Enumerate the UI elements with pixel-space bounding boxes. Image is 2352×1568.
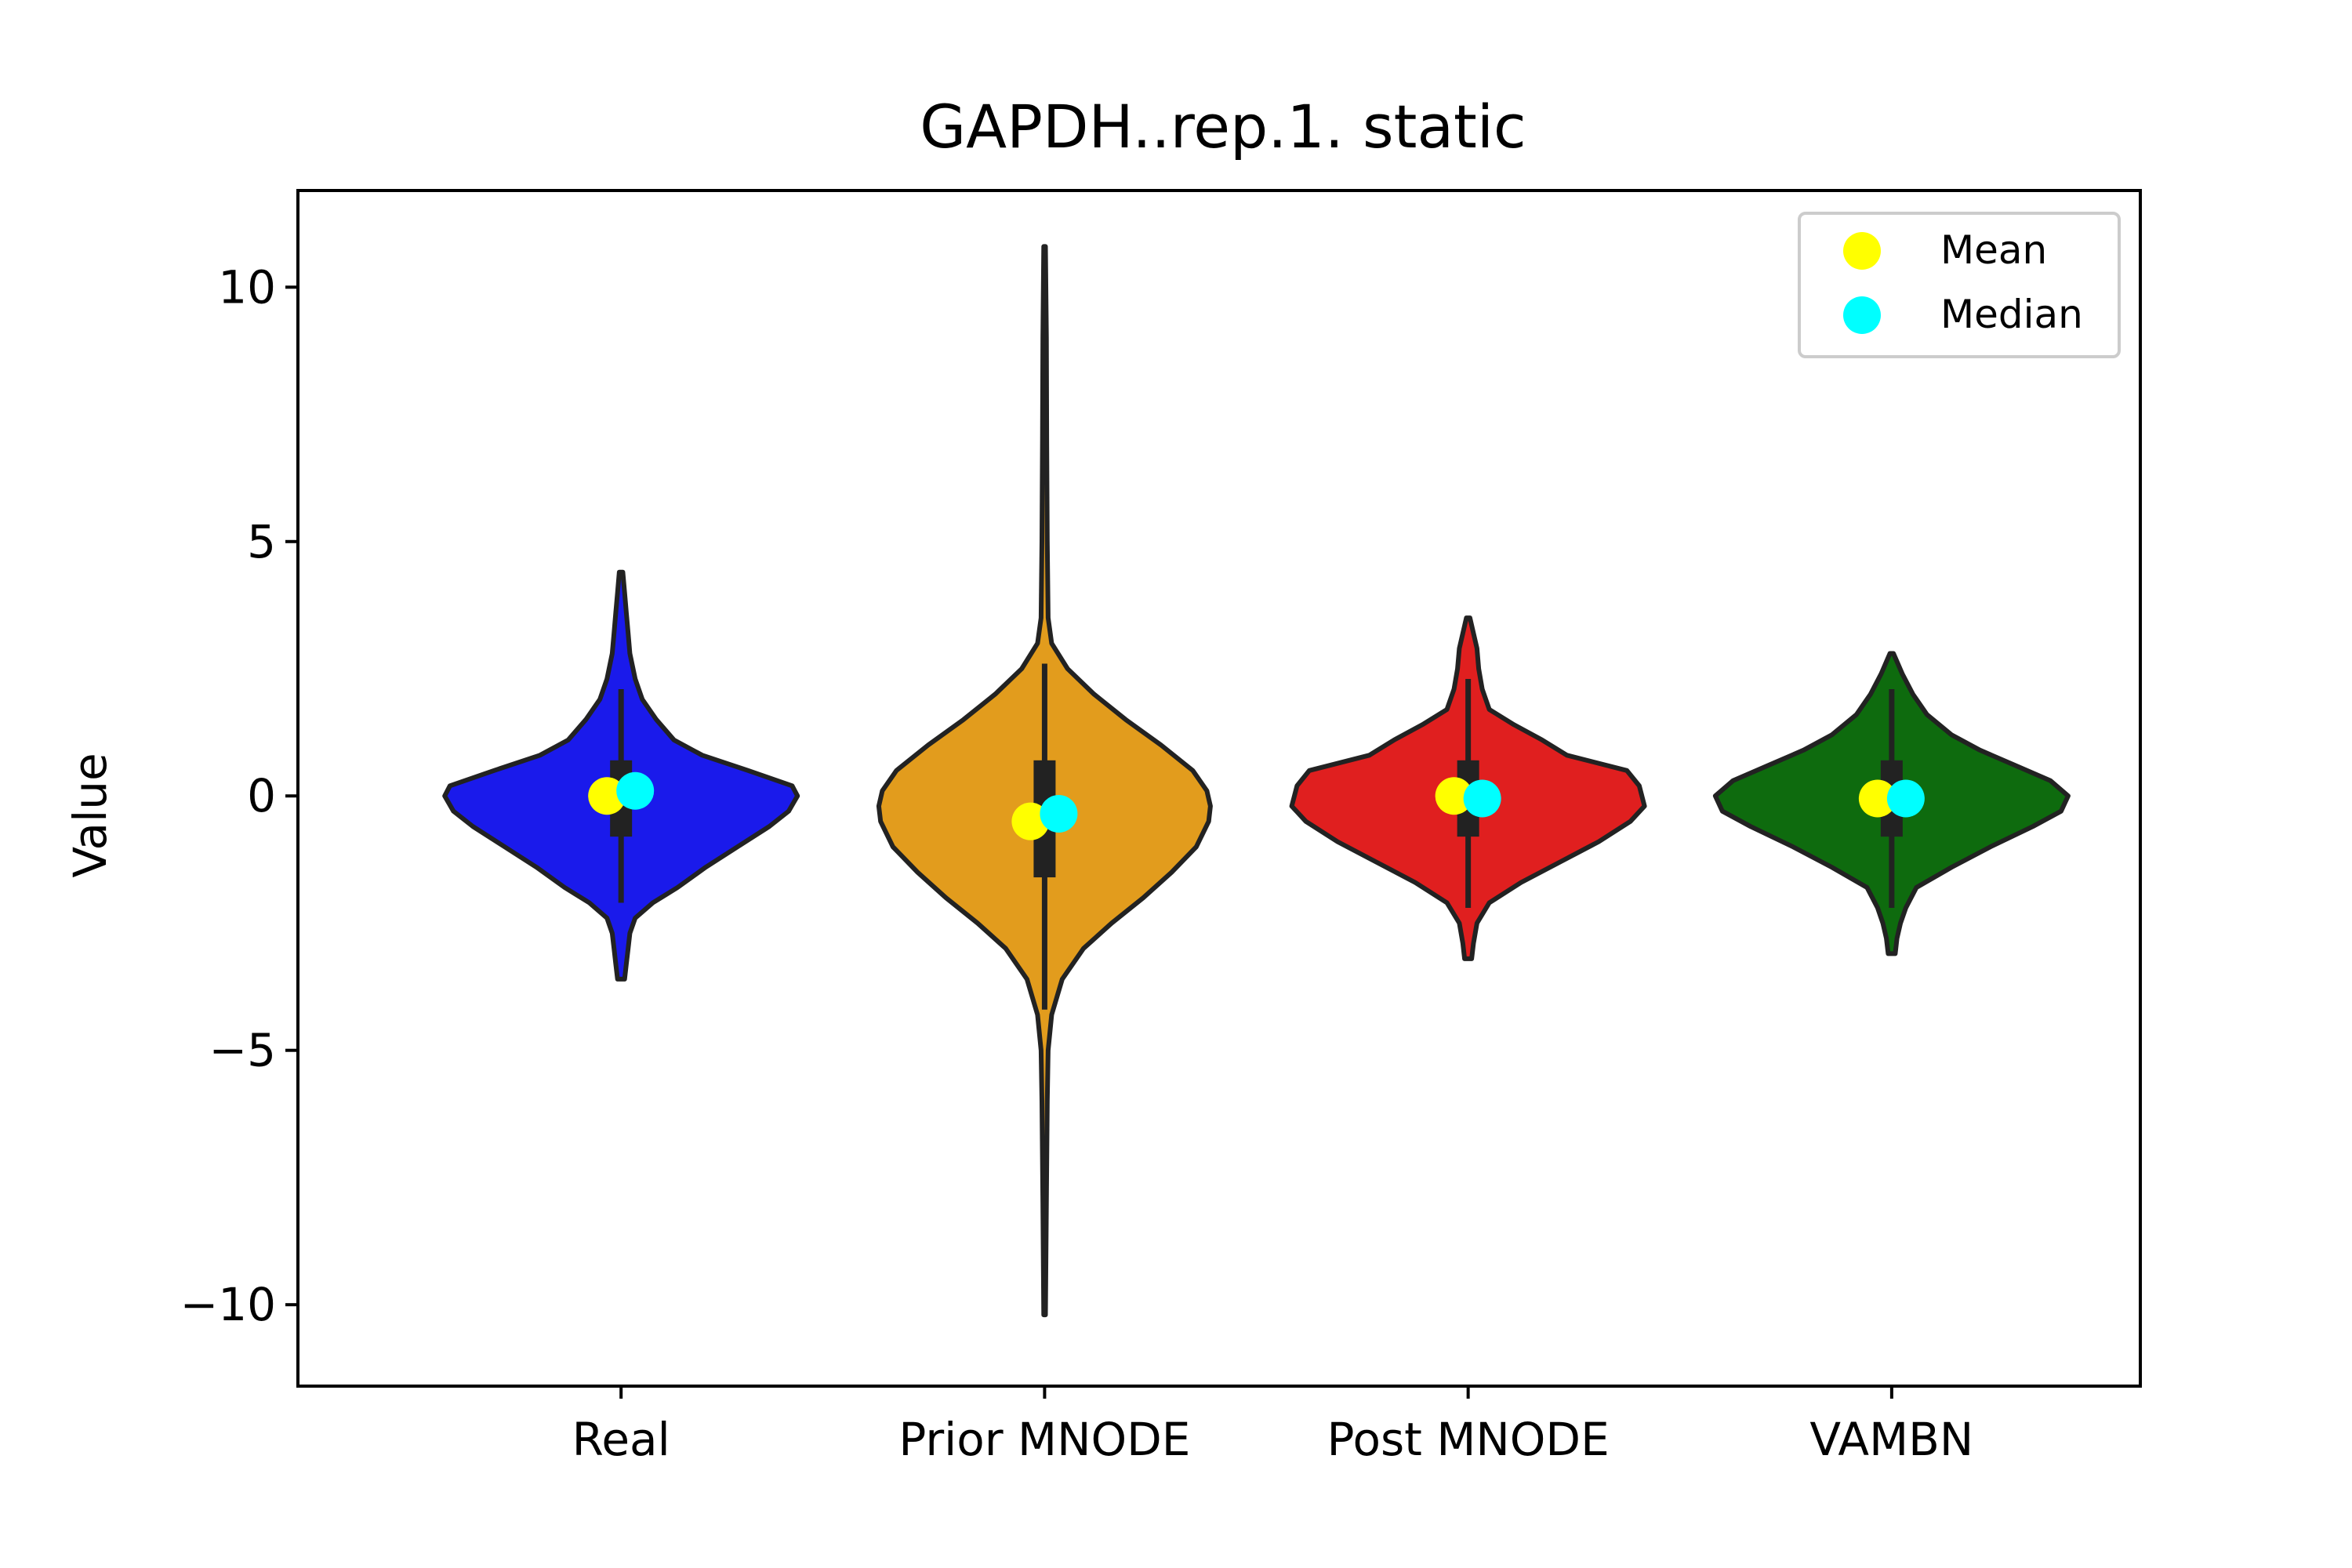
x-tick-label: VAMBN <box>1809 1413 1973 1466</box>
median-marker <box>1463 779 1501 818</box>
legend-mean-label: Mean <box>1940 227 2047 273</box>
plot-area-frame <box>296 189 2142 1388</box>
legend-median-label: Median <box>1940 292 2083 337</box>
y-tick-label: 10 <box>218 260 276 314</box>
legend: Mean Median <box>1798 212 2121 358</box>
mean-marker <box>1858 779 1896 818</box>
y-axis-label: Value <box>64 753 117 877</box>
mean-marker <box>588 777 626 815</box>
y-tick-label: −5 <box>209 1024 277 1077</box>
x-tick-label: Prior MNODE <box>898 1413 1190 1466</box>
mean-marker <box>1435 777 1473 815</box>
y-tick-label: 5 <box>247 515 276 568</box>
median-marker <box>1886 779 1925 818</box>
y-axis-ticks: −10 −5 0 5 10 <box>180 260 298 1331</box>
y-tick-label: 0 <box>247 769 276 822</box>
x-tick-label: Post MNODE <box>1327 1413 1610 1466</box>
legend-median-marker <box>1843 296 1881 334</box>
y-tick-label: −10 <box>180 1278 276 1331</box>
legend-mean-marker <box>1843 232 1881 270</box>
median-marker <box>1040 794 1078 833</box>
x-axis-ticks: Real Prior MNODE Post MNODE VAMBN <box>572 1386 1973 1466</box>
x-tick-label: Real <box>572 1413 670 1466</box>
median-marker <box>616 771 655 810</box>
chart-title: GAPDH..rep.1. static <box>920 92 1526 162</box>
violins-layer <box>442 244 2071 1318</box>
mean-marker <box>1011 802 1050 840</box>
